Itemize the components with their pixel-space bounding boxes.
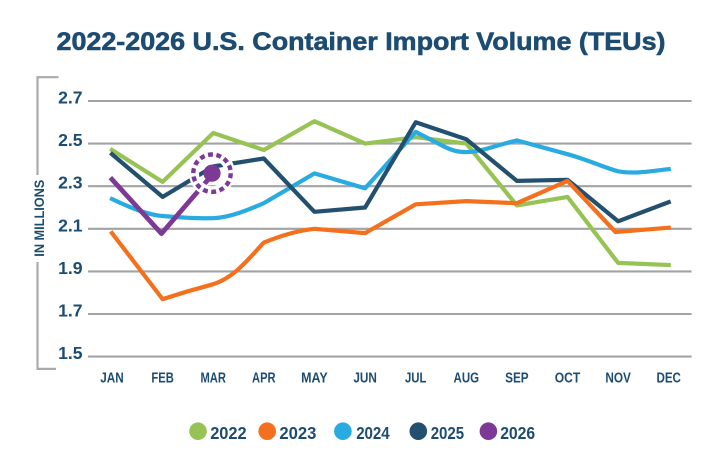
svg-text:1.7: 1.7 [58, 301, 83, 321]
svg-text:2.5: 2.5 [58, 130, 83, 150]
svg-text:APR: APR [252, 371, 276, 387]
svg-text:MAR: MAR [200, 371, 226, 387]
svg-text:IN MILLIONS: IN MILLIONS [32, 180, 47, 257]
svg-text:OCT: OCT [555, 371, 581, 387]
svg-text:2023: 2023 [279, 423, 316, 443]
svg-text:2.1: 2.1 [58, 215, 83, 235]
svg-text:JUN: JUN [353, 371, 377, 387]
svg-text:MAY: MAY [301, 371, 328, 387]
svg-text:2022-2026 U.S. Container Impor: 2022-2026 U.S. Container Import Volume (… [57, 28, 666, 56]
svg-text:1.9: 1.9 [58, 258, 83, 278]
svg-text:2.7: 2.7 [58, 88, 83, 108]
svg-text:NOV: NOV [605, 371, 631, 387]
svg-text:2.3: 2.3 [58, 173, 83, 193]
svg-text:JAN: JAN [100, 371, 124, 387]
svg-text:JUL: JUL [405, 371, 427, 387]
svg-text:SEP: SEP [505, 371, 529, 387]
svg-text:1.5: 1.5 [58, 343, 83, 363]
svg-text:AUG: AUG [454, 371, 480, 387]
svg-text:FEB: FEB [151, 371, 174, 387]
svg-text:2026: 2026 [500, 423, 535, 443]
svg-text:2024: 2024 [356, 423, 390, 443]
svg-text:2025: 2025 [431, 423, 465, 443]
svg-text:2022: 2022 [210, 423, 247, 443]
svg-text:DEC: DEC [656, 371, 681, 387]
